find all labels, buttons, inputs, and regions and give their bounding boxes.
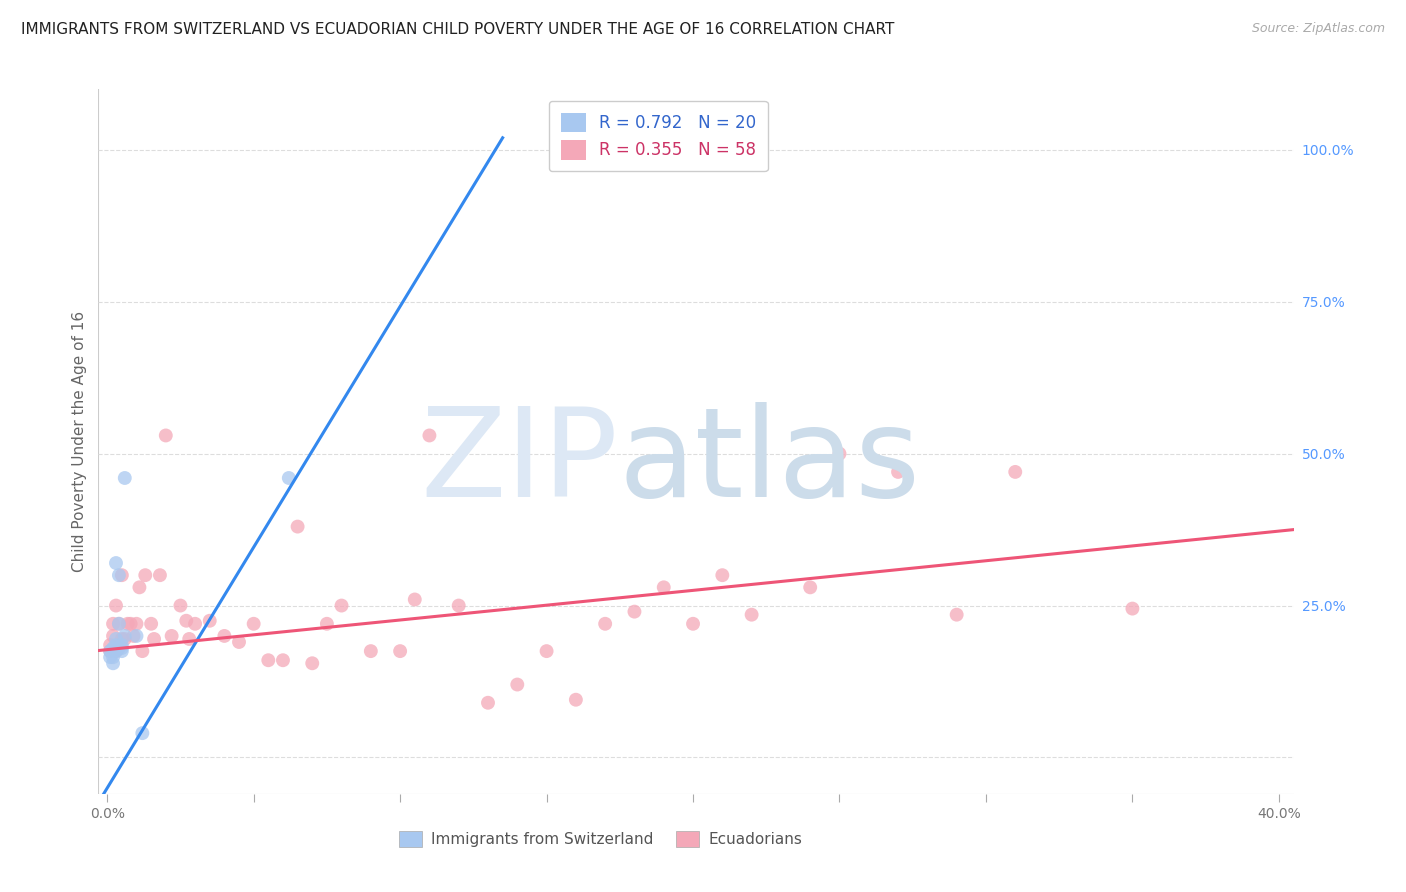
Point [155,428,177,442]
Point [228,635,250,649]
Point [101,657,124,671]
Point [105,638,127,652]
Point [711,568,734,582]
Point [536,644,558,658]
Point [257,653,280,667]
Point [242,616,264,631]
Point [565,692,588,706]
Point [174,614,197,628]
Point [125,629,148,643]
Point [1004,465,1026,479]
Point [198,614,221,628]
Point [214,629,236,643]
Point [101,629,124,643]
Y-axis label: Child Poverty Under the Age of 16: Child Poverty Under the Age of 16 [72,311,87,572]
Point [125,616,148,631]
Point [105,644,127,658]
Point [887,465,910,479]
Point [114,471,136,485]
Point [98,650,121,665]
Point [593,616,616,631]
Point [131,644,153,658]
Text: ZIP: ZIP [420,402,619,524]
Point [98,638,121,652]
Point [404,592,426,607]
Point [179,632,201,646]
Point [108,616,131,631]
Point [108,616,131,631]
Point [149,568,172,582]
Point [108,641,131,656]
Point [277,471,299,485]
Point [105,632,127,646]
Point [101,616,124,631]
Point [134,568,156,582]
Point [652,580,675,594]
Point [315,616,337,631]
Point [108,568,131,582]
Point [98,644,121,658]
Point [682,616,704,631]
Point [287,519,309,533]
Point [98,644,121,658]
Point [117,616,139,631]
Point [828,447,851,461]
Point [141,616,163,631]
Point [105,556,127,570]
Point [122,629,145,643]
Point [105,644,127,658]
Point [114,629,136,643]
Point [111,644,134,658]
Point [1121,601,1143,615]
Point [101,641,124,656]
Point [131,726,153,740]
Point [623,605,645,619]
Point [120,616,142,631]
Point [108,641,131,656]
Point [330,599,353,613]
Text: Source: ZipAtlas.com: Source: ZipAtlas.com [1251,22,1385,36]
Point [105,599,127,613]
Point [271,653,294,667]
Legend: Immigrants from Switzerland, Ecuadorians: Immigrants from Switzerland, Ecuadorians [392,825,808,853]
Point [169,599,191,613]
Point [114,632,136,646]
Text: atlas: atlas [619,402,921,524]
Point [101,650,124,665]
Point [799,580,821,594]
Point [184,616,207,631]
Point [741,607,763,622]
Point [360,644,382,658]
Point [143,632,166,646]
Point [418,428,440,442]
Point [111,641,134,656]
Point [447,599,470,613]
Point [111,568,134,582]
Point [160,629,183,643]
Text: IMMIGRANTS FROM SWITZERLAND VS ECUADORIAN CHILD POVERTY UNDER THE AGE OF 16 CORR: IMMIGRANTS FROM SWITZERLAND VS ECUADORIA… [21,22,894,37]
Point [111,632,134,646]
Point [389,644,412,658]
Point [128,580,150,594]
Point [506,677,529,691]
Point [945,607,967,622]
Point [111,638,134,652]
Point [301,657,323,671]
Point [477,696,499,710]
